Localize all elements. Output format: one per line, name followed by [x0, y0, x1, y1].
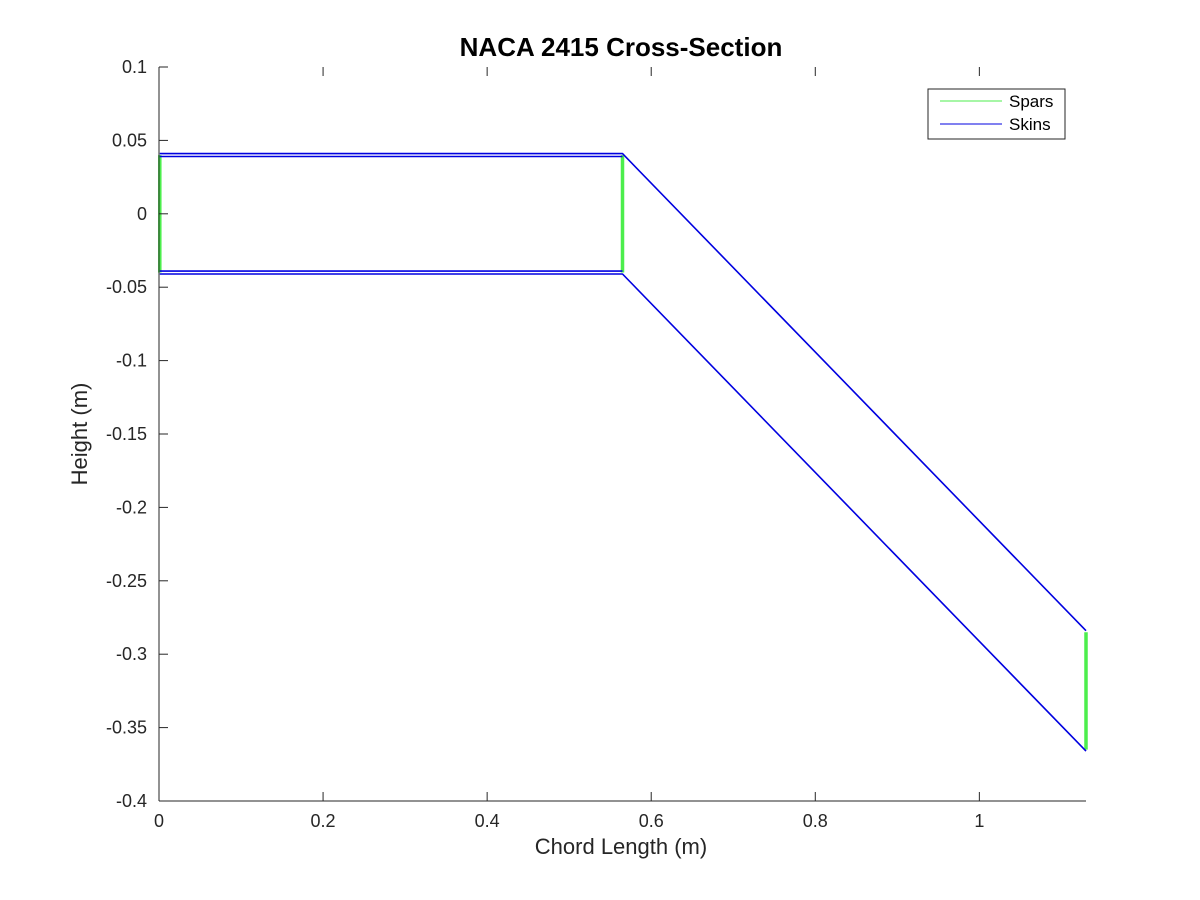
x-tick-label: 0.4 — [475, 811, 500, 831]
plot-lines — [158, 152, 1088, 752]
legend-label-skins: Skins — [1009, 115, 1051, 134]
x-tick-label: 0.8 — [803, 811, 828, 831]
y-tick-label: -0.1 — [116, 351, 147, 371]
legend-label-spars: Spars — [1009, 92, 1053, 111]
y-tick-label: -0.05 — [106, 277, 147, 297]
x-tick-label: 0 — [154, 811, 164, 831]
y-tick-label: -0.35 — [106, 718, 147, 738]
x-axis-title: Chord Length (m) — [535, 834, 707, 859]
y-tick-label: 0 — [137, 204, 147, 224]
skin-line-0 — [159, 152, 1087, 632]
legend: Spars Skins — [927, 88, 1066, 140]
skin-line-3 — [159, 273, 1087, 752]
y-tick-label: -0.3 — [116, 644, 147, 664]
y-tick-label: -0.25 — [106, 571, 147, 591]
y-tick-label: -0.15 — [106, 424, 147, 444]
y-ticks: 0.1 0.05 0 -0.05 -0.1 -0.15 -0.2 -0.25 -0.3 -0.35… — [106, 57, 168, 811]
legend-box — [927, 88, 1066, 140]
y-tick-label: 0.05 — [112, 130, 147, 150]
x-tick-label: 0.6 — [639, 811, 664, 831]
y-tick-label: -0.2 — [116, 497, 147, 517]
y-tick-label: 0.1 — [122, 57, 147, 77]
y-axis-title: Height (m) — [67, 383, 92, 486]
x-tick-label: 0.2 — [311, 811, 336, 831]
chart-title: NACA 2415 Cross-Section — [460, 32, 783, 62]
y-tick-label: -0.4 — [116, 791, 147, 811]
x-ticks: 0 0.2 0.4 0.6 0.8 1 — [154, 67, 984, 831]
x-tick-label: 1 — [974, 811, 984, 831]
